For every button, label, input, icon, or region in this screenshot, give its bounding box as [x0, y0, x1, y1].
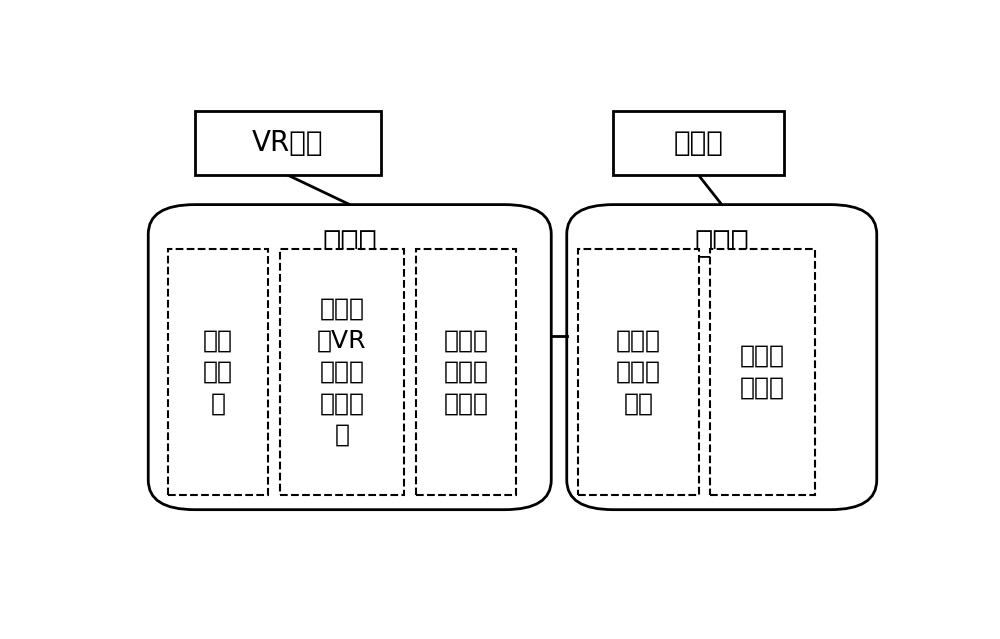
Bar — [416, 249, 516, 495]
Bar — [168, 249, 268, 495]
Text: 交替关
闭VR
眼镜左
右侧画
面: 交替关 闭VR 眼镜左 右侧画 面 — [317, 296, 367, 447]
Text: 眼动仪: 眼动仪 — [674, 129, 723, 157]
Text: VR眼镜: VR眼镜 — [252, 129, 324, 157]
Text: 控制器: 控制器 — [322, 229, 377, 258]
Text: 处理器: 处理器 — [694, 229, 749, 258]
Bar — [613, 111, 784, 175]
Bar — [578, 249, 698, 495]
Bar — [195, 111, 381, 175]
Text: 移动
指示
物: 移动 指示 物 — [203, 328, 233, 415]
FancyBboxPatch shape — [567, 204, 877, 510]
Bar — [280, 249, 404, 495]
Text: 确定斜
视度数: 确定斜 视度数 — [740, 344, 785, 400]
Text: 确定瞳
孔位置
移动: 确定瞳 孔位置 移动 — [616, 328, 661, 415]
Bar — [710, 249, 815, 495]
Text: 旋转斜
视眼虚
拟画面: 旋转斜 视眼虚 拟画面 — [444, 328, 488, 415]
FancyBboxPatch shape — [148, 204, 551, 510]
